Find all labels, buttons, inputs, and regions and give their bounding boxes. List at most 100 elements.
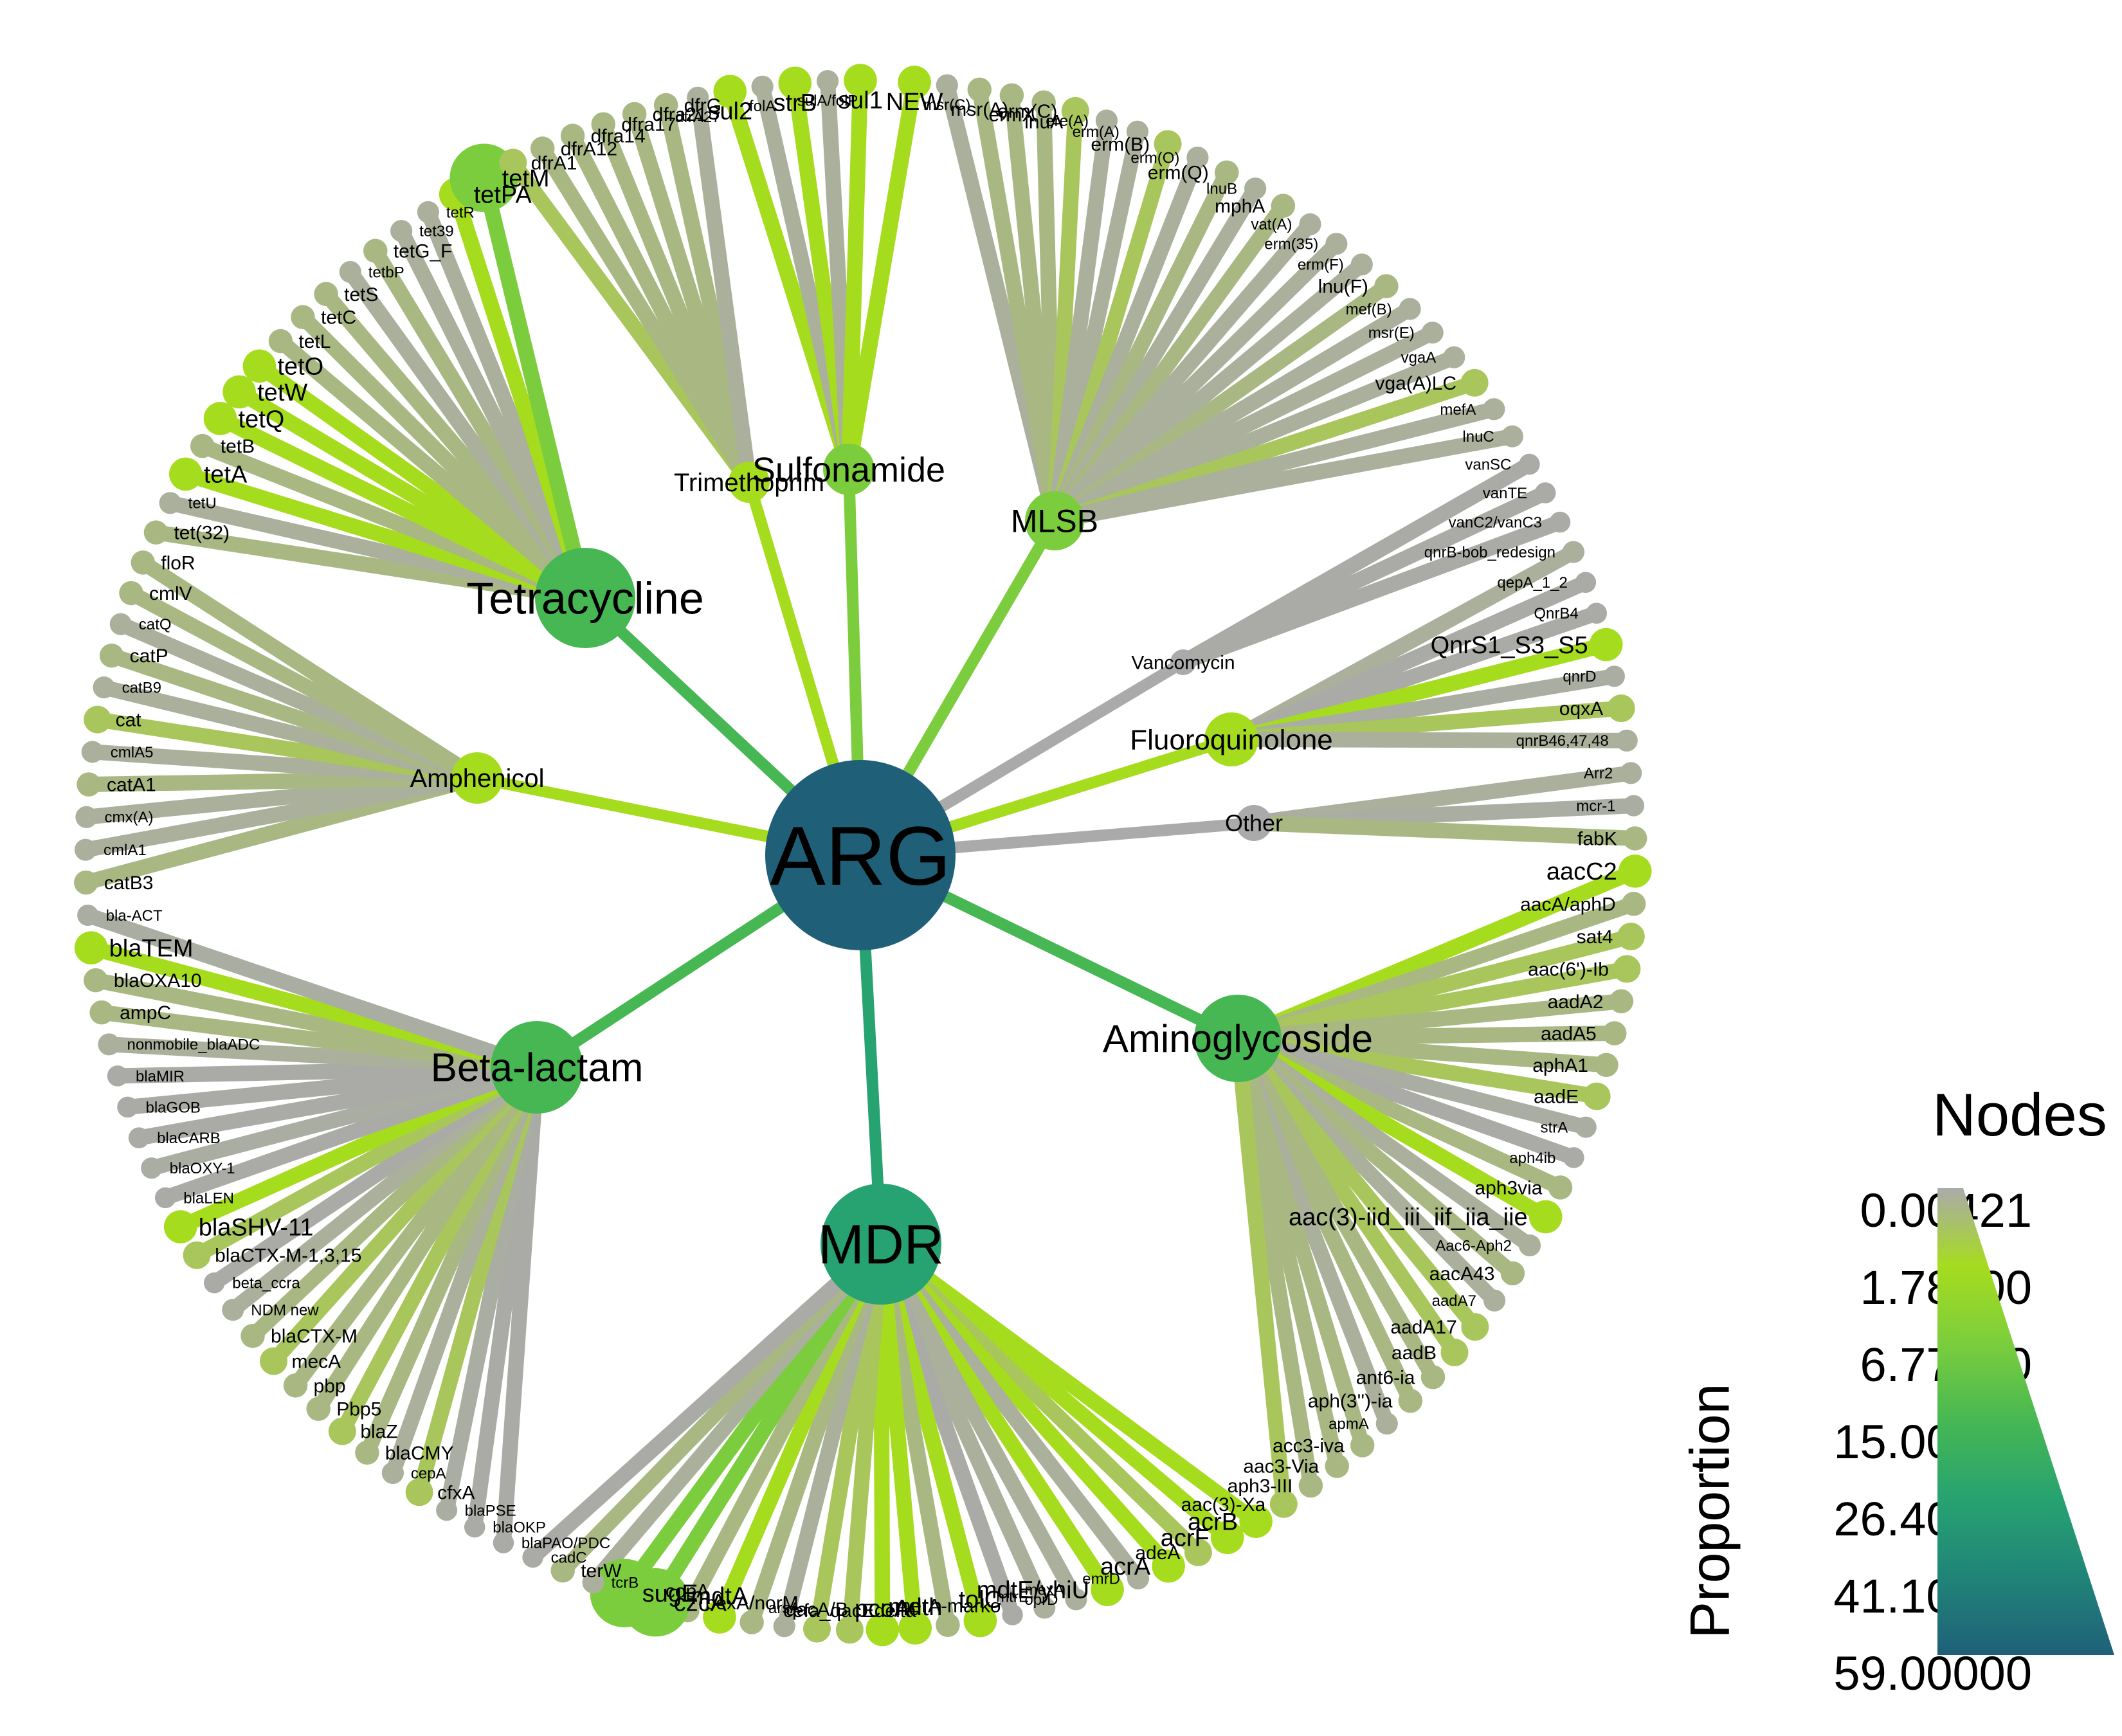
leaf-node-142 bbox=[687, 86, 709, 109]
leaf-node-0 bbox=[898, 66, 931, 99]
category-label-amphenicol: Amphenicol bbox=[410, 764, 544, 793]
leaf-node-94 bbox=[240, 1323, 265, 1348]
leaf-node-132 bbox=[390, 220, 413, 242]
leaf-label-13: vat(A) bbox=[1251, 216, 1292, 233]
leaf-label-63: acrA bbox=[1100, 1553, 1151, 1580]
leaf-node-4 bbox=[1031, 90, 1056, 114]
leaf-label-101: blaCARB bbox=[157, 1130, 221, 1147]
leaf-node-29 bbox=[1589, 628, 1623, 662]
leaf-node-30 bbox=[1603, 665, 1626, 687]
leaf-label-60: acrB bbox=[1188, 1508, 1238, 1535]
leaf-label-129: tetS bbox=[344, 284, 378, 305]
leaf-label-1: msr(C) bbox=[923, 96, 970, 114]
edge-aminoglycoside-59 bbox=[1230, 1037, 1292, 1505]
leaf-node-15 bbox=[1350, 253, 1373, 276]
leaf-node-86 bbox=[436, 1499, 458, 1521]
leaf-label-5: erm(C) bbox=[997, 101, 1057, 122]
leaf-label-123: tetB bbox=[221, 436, 255, 457]
leaf-node-143 bbox=[713, 75, 747, 108]
leaf-label-28: QnrB4 bbox=[1534, 605, 1578, 622]
category-node-vancomycin bbox=[1170, 649, 1196, 675]
edge-amphenicol-119 bbox=[138, 556, 482, 785]
leaf-label-146: sulA/folP bbox=[797, 92, 858, 109]
leaf-label-32: qnrB46,47,48 bbox=[1516, 732, 1609, 750]
leaf-node-66 bbox=[1065, 1588, 1087, 1611]
leaf-label-89: blaCMY bbox=[385, 1443, 454, 1464]
leaf-node-140 bbox=[622, 102, 647, 127]
leaf-node-39 bbox=[1613, 955, 1641, 983]
leaf-node-46 bbox=[1548, 1175, 1573, 1200]
legend-color-triangle bbox=[1937, 1188, 2114, 1655]
leaf-node-47 bbox=[1528, 1200, 1563, 1234]
leaf-node-41 bbox=[1602, 1021, 1627, 1045]
leaf-label-29: QnrS1_S3_S5 bbox=[1431, 632, 1588, 659]
leaf-node-62 bbox=[1184, 1538, 1212, 1566]
leaf-label-9: erm(O) bbox=[1130, 149, 1179, 167]
leaf-label-41: aadA5 bbox=[1541, 1024, 1597, 1045]
category-node-other bbox=[1236, 805, 1272, 841]
leaf-label-141: dfrG bbox=[684, 95, 721, 116]
leaf-node-56 bbox=[1350, 1433, 1375, 1458]
leaf-label-61: acrF bbox=[1161, 1525, 1210, 1552]
leaf-label-36: aacC2 bbox=[1546, 858, 1617, 885]
leaf-node-81 bbox=[582, 1571, 604, 1594]
category-label-beta-lactam: Beta-lactam bbox=[431, 1046, 644, 1090]
leaf-label-24: vanTE bbox=[1483, 485, 1527, 502]
leaf-node-95 bbox=[222, 1299, 244, 1321]
leaf-label-134: tetPA bbox=[474, 182, 532, 209]
edge-sulfonamide-147 bbox=[841, 80, 868, 470]
leaf-label-104: nonmobile_blaADC bbox=[127, 1036, 260, 1054]
leaf-node-109 bbox=[74, 870, 98, 895]
leaf-label-114: cat bbox=[116, 710, 142, 731]
leaf-node-97 bbox=[183, 1241, 211, 1269]
leaf-node-112 bbox=[77, 772, 101, 797]
leaf-node-102 bbox=[117, 1096, 138, 1118]
leaf-label-84: blaPAO/PDC bbox=[521, 1535, 610, 1552]
leaf-label-88: cepA bbox=[411, 1465, 446, 1482]
leaf-label-66: oprD bbox=[1024, 1591, 1058, 1609]
leaf-label-59: aac(3)-Xa bbox=[1181, 1494, 1266, 1515]
leaf-label-109: catB3 bbox=[104, 873, 154, 894]
leaf-label-80: sugE bbox=[642, 1580, 698, 1607]
leaf-node-40 bbox=[1609, 989, 1634, 1014]
leaf-label-79: czcA bbox=[674, 1589, 727, 1616]
leaf-label-23: vanSC bbox=[1465, 456, 1511, 473]
leaf-label-91: Pbp5 bbox=[336, 1399, 381, 1420]
category-label-aminoglycoside: Aminoglycoside bbox=[1103, 1017, 1373, 1060]
leaf-label-12: mphA bbox=[1215, 196, 1265, 217]
leaf-node-60 bbox=[1239, 1505, 1273, 1538]
leaf-node-9 bbox=[1186, 146, 1209, 169]
leaf-label-39: aac(6')-Ib bbox=[1528, 959, 1609, 981]
leaf-label-135: tetM bbox=[502, 165, 550, 192]
leaf-label-147: sul1 bbox=[838, 87, 883, 114]
leaf-label-11: lnuB bbox=[1206, 181, 1237, 198]
edge-other-35 bbox=[1253, 815, 1636, 846]
leaf-node-14 bbox=[1325, 233, 1348, 255]
category-node-fluoroquinolone bbox=[1204, 712, 1258, 766]
leaf-label-76: bexA/norM bbox=[705, 1593, 799, 1614]
leaf-node-115 bbox=[93, 676, 115, 699]
edge-vancomycin-25 bbox=[1180, 514, 1563, 670]
leaf-node-23 bbox=[1519, 453, 1540, 475]
leaf-node-36 bbox=[1618, 854, 1652, 888]
leaf-node-136 bbox=[499, 149, 527, 177]
category-node-sulfonamide bbox=[823, 444, 875, 495]
leaf-label-127: tetL bbox=[298, 331, 331, 352]
leaf-node-21 bbox=[1483, 398, 1505, 420]
leaf-node-52 bbox=[1440, 1338, 1469, 1366]
leaf-label-3: ermX bbox=[989, 105, 1035, 126]
leaf-label-119: floR bbox=[161, 552, 195, 574]
leaf-node-138 bbox=[560, 123, 585, 148]
leaf-node-137 bbox=[530, 136, 555, 161]
leaf-node-1 bbox=[936, 74, 958, 96]
edge-mdr-83 bbox=[527, 1238, 887, 1563]
leaf-node-93 bbox=[259, 1347, 287, 1375]
leaf-label-111: cmx(A) bbox=[104, 809, 153, 826]
leaf-label-46: aph3via bbox=[1474, 1177, 1542, 1198]
leaf-label-54: aph(3'')-ia bbox=[1308, 1391, 1393, 1412]
leaf-node-25 bbox=[1549, 511, 1571, 533]
category-label-trimethoprim: Trimethoprim bbox=[674, 469, 824, 497]
leaf-label-94: blaCTX-M bbox=[271, 1326, 358, 1347]
leaf-node-12 bbox=[1271, 194, 1296, 218]
leaf-node-80 bbox=[590, 1559, 659, 1627]
